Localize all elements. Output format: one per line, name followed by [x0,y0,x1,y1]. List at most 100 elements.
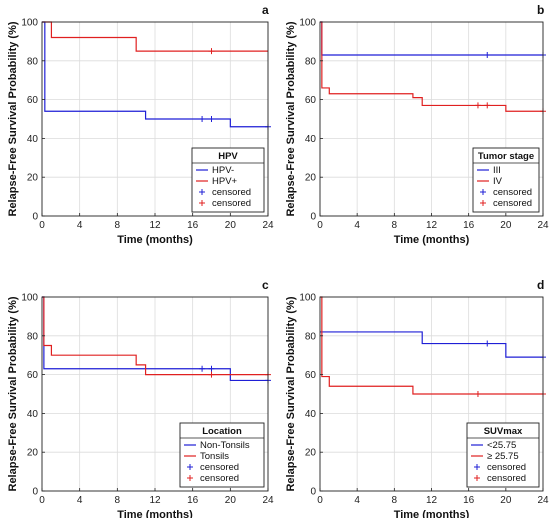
legend-entry: HPV- [212,165,234,176]
panel-letter: b [537,3,544,17]
y-tick-label: 80 [305,331,317,342]
x-tick-label: 20 [500,495,512,506]
censor-mark [484,340,491,347]
censor-mark [474,391,481,397]
x-axis-label: Time (months) [394,234,470,246]
panel-letter: a [262,3,269,17]
legend-title: HPV [218,151,238,162]
x-tick-label: 24 [262,495,274,506]
legend: LocationNon-TonsilsTonsilscensoredcensor… [179,422,265,488]
censor-mark [208,365,215,372]
legend-entry: censored [200,473,239,484]
panel-letter: d [537,278,544,292]
x-tick-label: 12 [149,220,161,231]
x-tick-label: 0 [317,220,323,231]
y-tick-label: 60 [27,95,39,106]
y-tick-label: 20 [27,173,39,184]
legend-entry: Non-Tonsils [200,440,250,451]
x-tick-label: 4 [77,495,83,506]
legend-box [472,147,540,213]
legend-censor-swatch [199,200,205,206]
censor-mark [199,365,206,372]
legend-box [179,422,265,488]
censor-mark [208,371,215,378]
series-line-1 [42,296,268,376]
y-tick-label: 60 [305,95,317,106]
x-tick-label: 16 [187,220,199,231]
legend-censor-swatch [187,464,193,470]
x-tick-label: 16 [187,495,199,506]
censor-mark [474,102,481,109]
x-axis-label: Time (months) [117,234,193,246]
y-axis-label: Relapse-Free Survival Probability (%) [285,21,297,216]
panel-b: 0 4 8 12 16 20 24 0 20 40 60 80 100 Time (months) Rela… [285,3,549,246]
x-tick-label: 4 [354,495,360,506]
y-tick-label: 100 [21,293,38,304]
panel-c: 0 4 8 12 16 20 24 0 20 40 60 80 100 Time (months) Rela… [7,278,274,518]
series-line-0 [320,331,543,358]
legend-title: SUVmax [484,426,523,437]
series-line-1 [320,21,543,112]
censor-mark [199,116,206,122]
x-tick-label: 16 [463,495,475,506]
legend-censor-swatch [199,189,205,195]
x-tick-label: 12 [149,495,161,506]
legend-censor-swatch [480,200,486,206]
legend-entry: censored [487,473,526,484]
y-axis-label: Relapse-Free Survival Probability (%) [7,21,19,216]
y-tick-label: 40 [27,134,39,145]
legend-entry: censored [487,462,526,473]
x-axis-label: Time (months) [394,509,470,518]
y-tick-label: 60 [305,370,317,381]
legend-entry: ≥ 25.75 [487,451,519,462]
legend-entry: HPV+ [212,176,238,187]
x-tick-label: 8 [115,220,121,231]
y-axis-label: Relapse-Free Survival Probability (%) [7,296,19,491]
y-tick-label: 20 [27,448,39,459]
x-tick-label: 8 [392,220,398,231]
x-tick-label: 8 [392,495,398,506]
legend-censor-swatch [187,475,193,481]
y-tick-label: 40 [305,134,317,145]
y-axis-label: Relapse-Free Survival Probability (%) [285,296,297,491]
legend-box [191,147,265,213]
x-tick-label: 8 [115,495,121,506]
censor-mark [208,116,215,122]
legend-entry: censored [493,187,532,198]
legend-entry: censored [212,187,251,198]
y-tick-label: 20 [305,448,317,459]
x-tick-label: 20 [225,220,237,231]
legend-entry: <25.75 [487,440,516,451]
legend-entry: Tonsils [200,451,229,462]
x-tick-label: 12 [426,495,438,506]
x-tick-label: 24 [537,495,549,506]
x-tick-label: 0 [39,220,45,231]
legend-censor-swatch [474,475,480,481]
y-tick-label: 40 [305,409,317,420]
y-tick-label: 20 [305,173,317,184]
x-tick-label: 4 [77,220,83,231]
legend-censor-swatch [480,189,486,195]
x-tick-label: 0 [39,495,45,506]
x-tick-label: 20 [225,495,237,506]
legend-box [466,422,540,488]
x-axis-label: Time (months) [117,509,193,518]
y-tick-label: 80 [305,56,317,67]
y-tick-label: 80 [27,331,39,342]
y-tick-label: 0 [32,212,38,223]
legend-entry: censored [493,198,532,209]
legend-title: Tumor stage [478,151,534,162]
panel-letter: c [262,278,269,292]
legend-entry: III [493,165,501,176]
x-tick-label: 12 [426,220,438,231]
y-tick-label: 60 [27,370,39,381]
panel-d: 0 4 8 12 16 20 24 0 20 40 60 80 100 Time (months) Rela… [285,278,549,518]
x-tick-label: 20 [500,220,512,231]
x-tick-label: 0 [317,495,323,506]
x-tick-label: 24 [262,220,274,231]
legend-entry: censored [212,198,251,209]
legend-entry: censored [200,462,239,473]
